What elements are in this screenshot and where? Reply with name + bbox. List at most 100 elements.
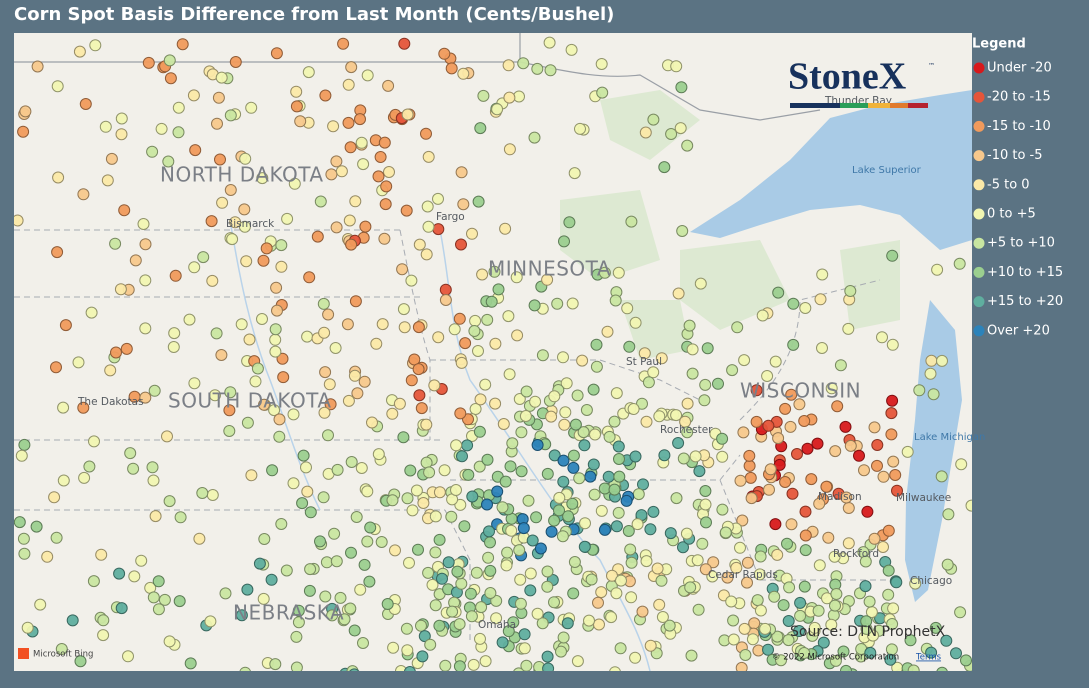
location-dot [438,464,451,477]
location-dot [83,460,96,473]
location-dot [816,342,828,354]
location-dot [398,321,411,334]
location-dot [631,518,644,531]
location-dot [135,554,148,567]
location-dot [677,541,689,554]
location-dot [489,337,502,350]
place-label: Bismarck [226,218,275,230]
location-dot [472,345,484,357]
forest [560,90,900,360]
location-dot [206,489,219,501]
location-dot [212,91,225,104]
location-dot [349,668,360,671]
terms-link[interactable]: Terms [915,653,942,663]
location-dot [453,618,466,631]
location-dot [265,573,278,586]
location-dot [568,167,581,180]
location-dot [258,398,270,411]
location-dot [77,188,90,201]
location-dot [927,388,940,401]
location-dot [122,650,134,663]
title: Corn Spot Basis Difference from Last Mon… [14,4,614,25]
location-dot [768,590,781,603]
location-dot [422,150,435,163]
location-dot [571,655,584,668]
location-dot [670,60,683,73]
location-dot [510,271,523,284]
location-dot [146,145,159,158]
location-dot [461,439,474,452]
location-dot [725,595,738,608]
location-dot [557,351,569,364]
location-dot [567,461,580,474]
location-dot [380,180,393,193]
location-dot [320,556,333,569]
location-dot [345,238,358,251]
location-dot [450,484,462,496]
location-dot [281,212,294,225]
location-dot [275,518,288,530]
location-dot [825,618,838,631]
location-dot [376,318,389,331]
location-dot [871,439,884,451]
location-dot [258,533,271,545]
location-dot [257,592,270,605]
location-dot [429,546,442,559]
location-dot [215,71,228,84]
location-dot [884,653,897,666]
logo-mark: ™ [928,62,935,70]
location-dot [909,577,922,590]
location-dot [342,78,355,91]
location-dot [429,599,442,612]
location-dot [238,220,251,233]
location-dot [670,409,683,422]
location-dot [580,404,593,416]
location-dot [149,510,162,523]
location-dot [583,614,595,627]
location-dot [612,266,625,279]
location-dot [477,89,490,102]
location-dot [358,375,371,388]
location-dot [505,524,518,537]
location-dot [400,204,413,217]
location-dot [238,203,251,216]
location-dot [364,521,377,534]
location-dot [822,531,835,544]
location-dot [520,659,533,671]
location-dot [226,233,239,246]
location-dot [686,367,699,380]
location-dot [793,625,806,637]
location-dot [241,583,254,596]
location-dot [269,323,282,336]
location-dot [345,546,357,559]
location-dot [466,227,478,240]
location-dot [314,195,327,208]
state-label: NEBRASKA [233,601,344,625]
location-dot [224,386,237,399]
legend-swatch [973,237,985,249]
location-dot [432,331,445,344]
location-dot [275,239,288,252]
location-dot [482,551,495,564]
location-dot [276,352,289,365]
location-dot [605,611,618,624]
location-dot [334,591,347,604]
location-dot [500,559,513,572]
location-dot [863,595,876,608]
location-dot [475,601,488,614]
place-label: Omaha [478,619,516,631]
location-dot [794,596,807,609]
location-dot [335,165,348,178]
location-dot [936,666,948,671]
location-dot [422,220,435,233]
legend-swatch [973,325,985,337]
location-dot [877,541,889,553]
location-dot [139,274,152,287]
location-dot [51,246,64,259]
location-dot [322,429,334,442]
location-dot [877,470,890,483]
location-dot [455,577,468,590]
basemap [14,33,972,671]
location-dot [205,215,218,228]
location-dot [239,666,251,671]
